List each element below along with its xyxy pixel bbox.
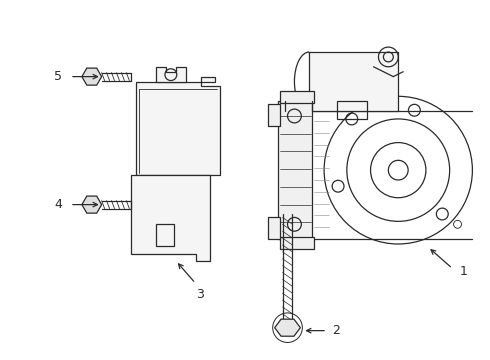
Polygon shape <box>82 68 101 85</box>
Text: 4: 4 <box>54 198 62 211</box>
Polygon shape <box>156 67 186 82</box>
Bar <box>156 224 174 246</box>
Polygon shape <box>275 319 300 336</box>
Circle shape <box>281 321 294 334</box>
Polygon shape <box>82 196 101 213</box>
Text: 1: 1 <box>460 265 467 278</box>
Text: 3: 3 <box>196 288 204 301</box>
Bar <box>280 237 314 249</box>
Polygon shape <box>131 175 210 261</box>
Polygon shape <box>136 77 220 175</box>
Circle shape <box>87 72 97 82</box>
Bar <box>309 52 398 111</box>
Bar <box>268 104 280 126</box>
Circle shape <box>87 200 97 210</box>
Text: 2: 2 <box>332 324 340 337</box>
Bar <box>337 101 367 119</box>
Bar <box>268 217 280 239</box>
Bar <box>280 91 314 103</box>
Text: 5: 5 <box>54 70 62 83</box>
Bar <box>278 101 312 239</box>
